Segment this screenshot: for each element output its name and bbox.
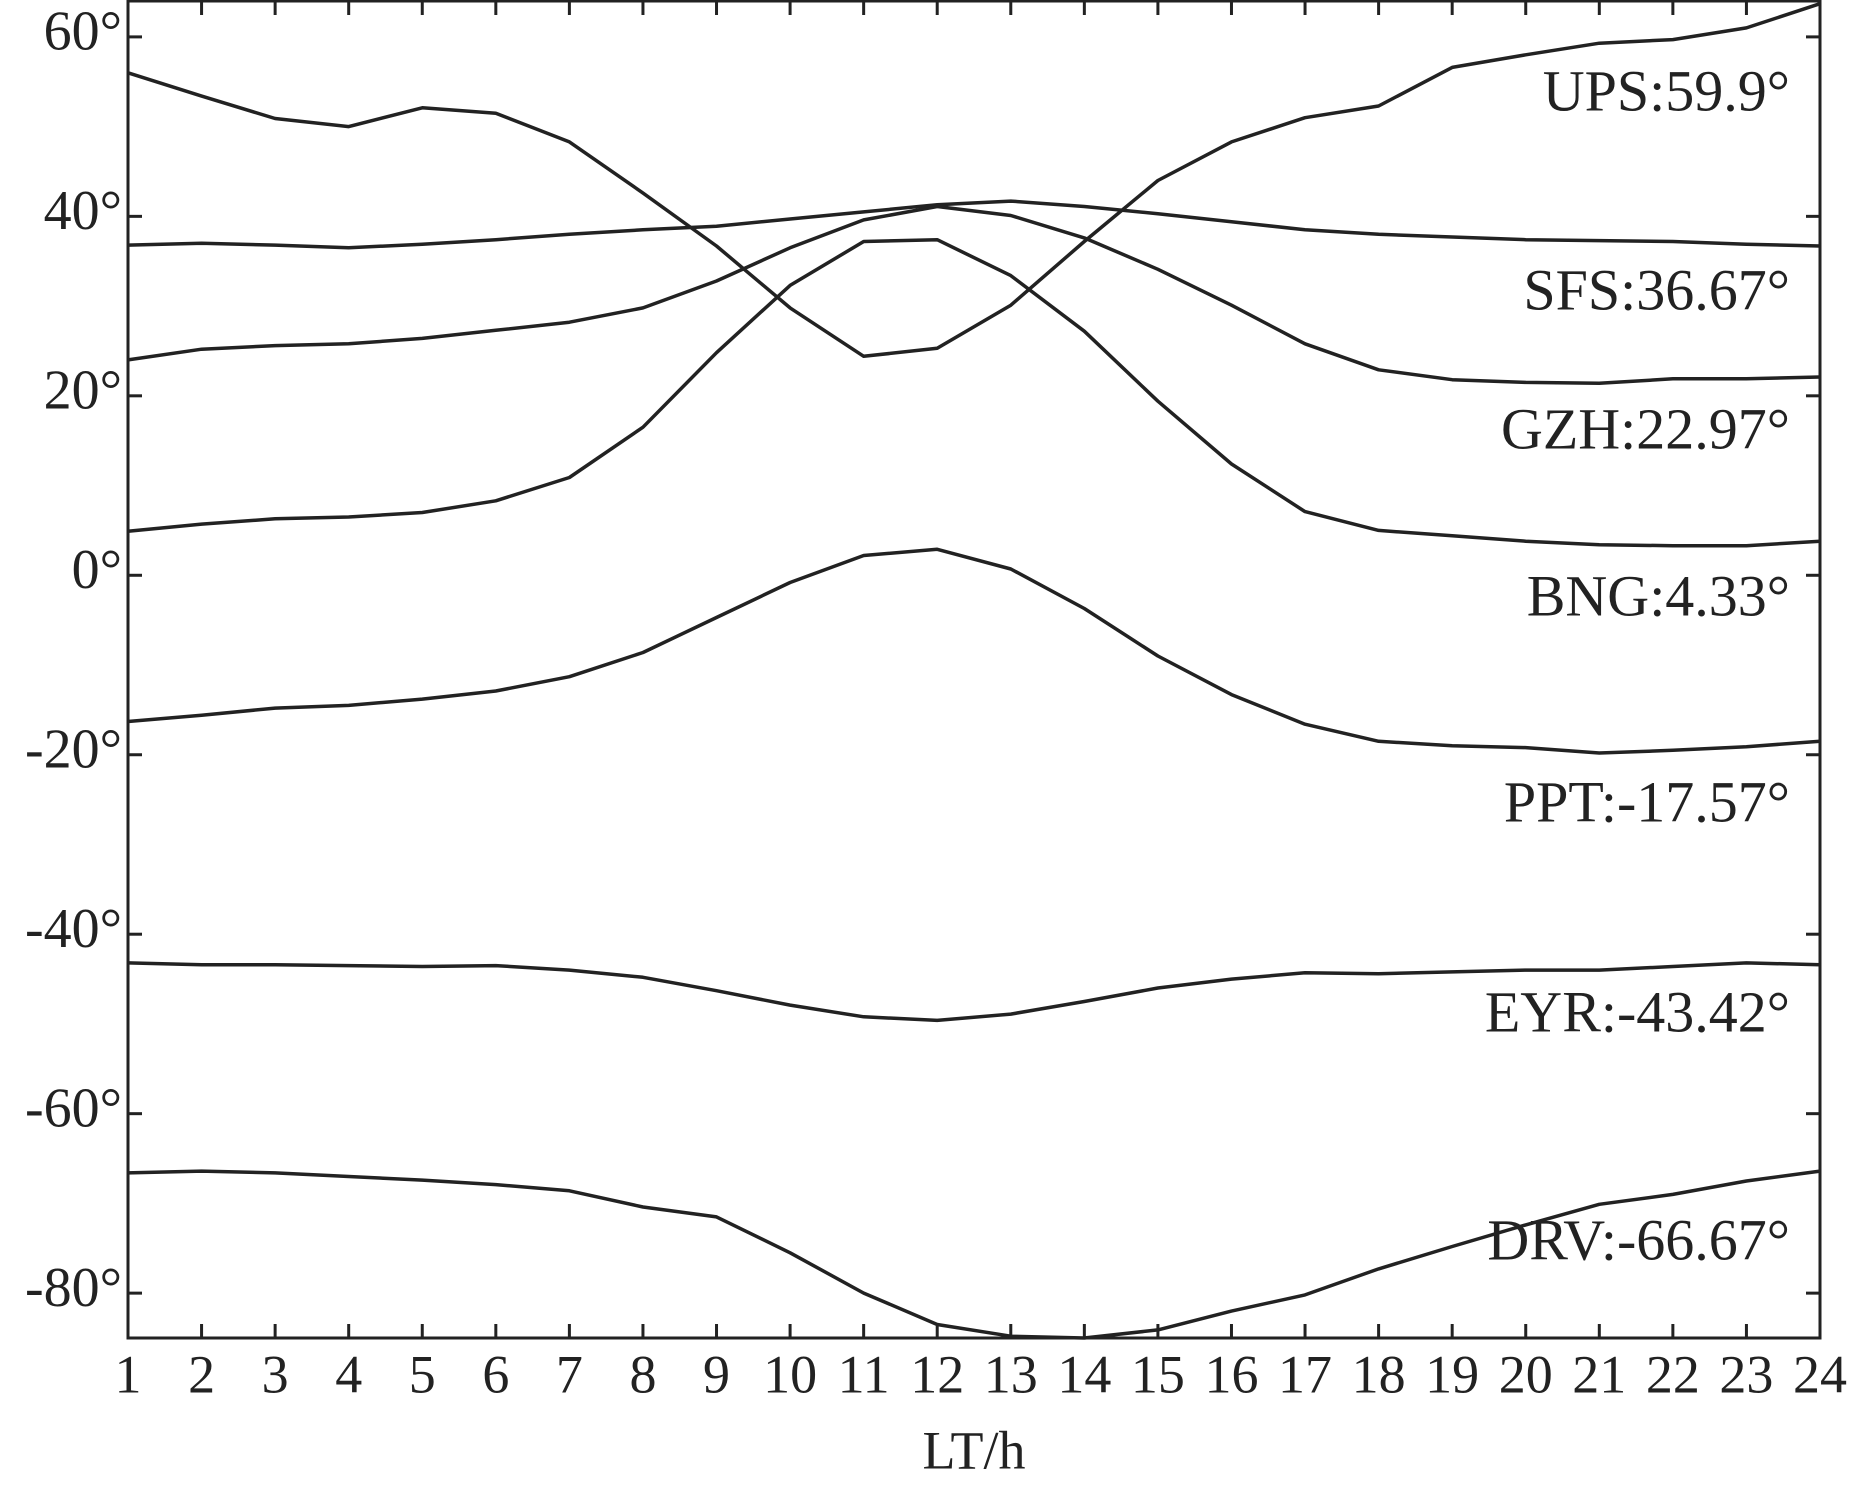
series-label: GZH:22.97°: [1501, 396, 1790, 461]
series-line: [127, 961, 1821, 1023]
x-tick-label: 7: [556, 1344, 583, 1404]
x-tick-label: 12: [910, 1344, 964, 1404]
y-tick-label: 40°: [44, 180, 122, 242]
x-tick-label: 21: [1572, 1344, 1626, 1404]
plot-frame: [126, 0, 1822, 1340]
series-line: [127, 547, 1821, 755]
x-tick-label: 9: [703, 1344, 730, 1404]
x-tick-label: 19: [1425, 1344, 1479, 1404]
x-tick-label: 22: [1646, 1344, 1700, 1404]
y-tick-label: 0°: [72, 539, 122, 601]
x-tick-label: 10: [763, 1344, 817, 1404]
y-tick-label: -20°: [25, 719, 122, 781]
series-line: [127, 204, 1821, 386]
series-line: [127, 1169, 1821, 1340]
series-label: EYR:-43.42°: [1485, 979, 1790, 1044]
y-tick-label: -40°: [25, 898, 122, 960]
series-label: SFS:36.67°: [1523, 257, 1790, 322]
x-tick-label: 16: [1204, 1344, 1258, 1404]
x-tick-label: 6: [482, 1344, 509, 1404]
y-tick-label: -60°: [25, 1078, 122, 1140]
series-label: BNG:4.33°: [1527, 563, 1790, 628]
x-tick-label: 20: [1499, 1344, 1553, 1404]
x-axis-label: LT/h: [922, 1420, 1025, 1480]
x-tick-label: 17: [1278, 1344, 1332, 1404]
y-tick-label: -80°: [25, 1257, 122, 1319]
series-line: [127, 199, 1821, 250]
y-tick-label: 20°: [44, 360, 122, 422]
x-tick-label: 14: [1057, 1344, 1111, 1404]
x-tick-label: 11: [838, 1344, 890, 1404]
x-tick-label: 24: [1793, 1344, 1847, 1404]
x-tick-label: 3: [262, 1344, 289, 1404]
x-tick-label: 23: [1719, 1344, 1773, 1404]
series-label: UPS:59.9°: [1543, 58, 1790, 123]
series-label: PPT:-17.57°: [1504, 769, 1790, 834]
x-tick-label: 13: [984, 1344, 1038, 1404]
x-tick-label: 2: [188, 1344, 215, 1404]
x-tick-label: 8: [629, 1344, 656, 1404]
x-tick-label: 4: [335, 1344, 362, 1404]
x-tick-label: 18: [1352, 1344, 1406, 1404]
x-tick-label: 15: [1131, 1344, 1185, 1404]
series-label: DRV:-66.67°: [1487, 1207, 1790, 1272]
series-line: [127, 237, 1821, 548]
series-line: [127, 2, 1821, 359]
x-tick-label: 5: [409, 1344, 436, 1404]
y-tick-label: 60°: [44, 1, 122, 63]
x-tick-label: 1: [115, 1344, 142, 1404]
